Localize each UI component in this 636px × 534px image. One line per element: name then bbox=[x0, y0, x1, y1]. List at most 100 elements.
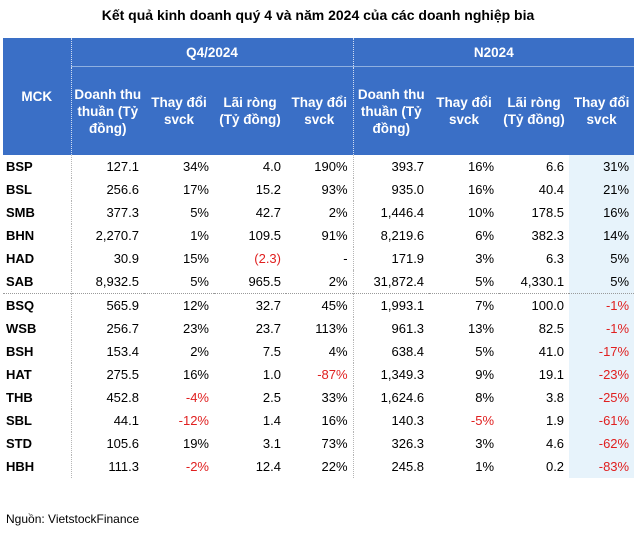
cell-year-revenue-change: 6% bbox=[475, 228, 495, 243]
table-row: SMB 377.3 5% 42.7 2% 1,446.4 10% 178.5 16% bbox=[3, 201, 635, 224]
cell-year-revenue-change: 5% bbox=[475, 344, 495, 359]
cell-q4-profit-change: 22% bbox=[321, 459, 348, 474]
cell-q4-revenue: 452.8 bbox=[70, 386, 144, 409]
cell-q4-revenue: 30.9 bbox=[70, 247, 144, 270]
cell-q4-profit: 4.0 bbox=[262, 159, 281, 174]
header-year-revenue-change: Thay đổi svck bbox=[429, 66, 500, 155]
cell-q4-revenue: 105.6 bbox=[70, 432, 144, 455]
cell-q4-revenue: 377.3 bbox=[70, 201, 144, 224]
cell-q4-profit: 109.5 bbox=[248, 228, 281, 243]
cell-year-revenue: 326.3 bbox=[352, 432, 430, 455]
cell-year-revenue-change: 3% bbox=[475, 436, 495, 451]
table-row: STD 105.6 19% 3.1 73% 326.3 3% 4.6 -62% bbox=[3, 432, 635, 455]
cell-year-profit: 100.0 bbox=[499, 293, 570, 317]
cell-year-revenue: 638.4 bbox=[352, 340, 430, 363]
cell-year-profit: 382.3 bbox=[531, 228, 565, 243]
cell-mck: HAT bbox=[6, 367, 32, 382]
cell-mck: BSP bbox=[6, 159, 33, 174]
cell-year-revenue-change: 3% bbox=[475, 251, 495, 266]
cell-q4-profit-change: 91% bbox=[321, 228, 348, 243]
cell-year-revenue-change: 7% bbox=[429, 293, 500, 317]
cell-q4-profit-change: 33% bbox=[321, 390, 348, 405]
cell-q4-revenue-change: 17% bbox=[182, 182, 209, 197]
cell-year-profit-change: -17% bbox=[569, 340, 635, 363]
cell-year-revenue-change: 9% bbox=[475, 367, 495, 382]
table-row: BHN 2,270.7 1% 109.5 91% 8,219.6 6% 382.3 14% bbox=[3, 224, 635, 247]
cell-year-profit: 178.5 bbox=[531, 205, 565, 220]
cell-q4-profit: 1.0 bbox=[262, 367, 281, 382]
cell-year-revenue-change: 8% bbox=[475, 390, 495, 405]
cell-q4-profit-change: 2% bbox=[328, 274, 348, 289]
cell-q4-profit: 42.7 bbox=[255, 205, 281, 220]
cell-q4-profit: 1.4 bbox=[262, 413, 281, 428]
cell-year-revenue: 140.3 bbox=[352, 409, 430, 432]
cell-year-profit: 82.5 bbox=[538, 321, 565, 336]
cell-q4-revenue: 127.1 bbox=[70, 155, 144, 178]
cell-year-revenue-change: 16% bbox=[468, 159, 495, 174]
header-year-revenue: Doanh thu thuần (Tỷ đồng) bbox=[352, 66, 430, 155]
cell-mck: SMB bbox=[6, 205, 35, 220]
cell-q4-profit-change: 2% bbox=[328, 205, 348, 220]
cell-q4-revenue-change: 2% bbox=[190, 344, 209, 359]
header-q4-revenue-change: Thay đổi svck bbox=[144, 66, 214, 155]
cell-year-profit-change: -1% bbox=[569, 317, 635, 340]
table-row: HAD 30.9 15% (2.3) -171.9 3% 6.3 5% bbox=[3, 247, 635, 270]
cell-q4-revenue: 275.5 bbox=[70, 363, 144, 386]
cell-q4-profit: 965.5 bbox=[248, 274, 281, 289]
cell-year-revenue: 1,446.4 bbox=[352, 201, 430, 224]
cell-mck: SAB bbox=[6, 274, 34, 289]
cell-q4-profit: 23.7 bbox=[255, 321, 281, 336]
cell-year-profit-change: -83% bbox=[569, 455, 635, 478]
cell-year-profit-change: -61% bbox=[569, 409, 635, 432]
cell-mck: HAD bbox=[6, 251, 35, 266]
cell-q4-revenue-change: -4% bbox=[185, 390, 209, 405]
header-year-profit: Lãi ròng (Tỷ đồng) bbox=[499, 66, 570, 155]
cell-q4-revenue: 2,270.7 bbox=[70, 224, 144, 247]
cell-q4-revenue-change: 34% bbox=[182, 159, 209, 174]
cell-year-revenue: 31,872.4 bbox=[352, 270, 430, 294]
cell-year-revenue: 1,993.1 bbox=[352, 293, 430, 317]
cell-q4-revenue: 44.1 bbox=[70, 409, 144, 432]
header-mck: MCK bbox=[3, 38, 72, 155]
header-q4-profit: Lãi ròng (Tỷ đồng) bbox=[214, 66, 286, 155]
table-title: Kết quả kinh doanh quý 4 và năm 2024 của… bbox=[101, 7, 535, 23]
cell-year-profit-change: 5% bbox=[569, 247, 635, 270]
cell-q4-profit-change: 190% bbox=[314, 159, 348, 174]
cell-q4-revenue: 565.9 bbox=[70, 293, 144, 317]
cell-q4-profit: 2.5 bbox=[262, 390, 281, 405]
cell-year-profit: 40.4 bbox=[538, 182, 565, 197]
table-row: SBL 44.1 -12% 1.4 16% 140.3 -5% 1.9 -61% bbox=[3, 409, 635, 432]
cell-year-revenue: 8,219.6 bbox=[352, 224, 430, 247]
table-row: HAT 275.5 16% 1.0 -87% 1,349.3 9% 19.1 -23% bbox=[3, 363, 635, 386]
cell-year-revenue-change: 16% bbox=[468, 182, 495, 197]
cell-q4-revenue-change: 23% bbox=[182, 321, 209, 336]
cell-year-profit-change: -23% bbox=[569, 363, 635, 386]
cell-year-profit: 4,330.1 bbox=[520, 274, 565, 289]
cell-year-revenue: 935.0 bbox=[352, 178, 430, 201]
cell-q4-revenue-change: -2% bbox=[185, 459, 209, 474]
cell-year-revenue-change: 5% bbox=[475, 274, 495, 289]
cell-q4-revenue-change: 1% bbox=[190, 228, 209, 243]
cell-mck: BSH bbox=[6, 344, 34, 359]
table-row: BSL 256.6 17% 15.2 93% 935.0 16% 40.4 21% bbox=[3, 178, 635, 201]
cell-q4-revenue: 256.6 bbox=[70, 178, 144, 201]
cell-year-revenue: 1,349.3 bbox=[352, 363, 430, 386]
cell-year-revenue: 1,624.6 bbox=[352, 386, 430, 409]
table-row: BSH 153.4 2% 7.5 4% 638.4 5% 41.0 -17% bbox=[3, 340, 635, 363]
cell-q4-profit-change: 16% bbox=[321, 413, 348, 428]
results-table: MCK Q4/2024 N2024 Doanh thu thuần (Tỷ đồ… bbox=[3, 38, 635, 478]
cell-year-profit-change: 16% bbox=[569, 201, 635, 224]
cell-mck: SBL bbox=[6, 413, 32, 428]
cell-q4-profit-change: 93% bbox=[321, 182, 348, 197]
cell-q4-profit: 15.2 bbox=[255, 182, 281, 197]
cell-year-profit-change: 14% bbox=[569, 224, 635, 247]
cell-q4-revenue-change: 5% bbox=[190, 274, 209, 289]
cell-year-profit: 1.9 bbox=[545, 413, 565, 428]
cell-year-revenue-change: 13% bbox=[468, 321, 495, 336]
header-year-profit-change: Thay đổi svck bbox=[569, 66, 635, 155]
cell-year-profit-change: 21% bbox=[569, 178, 635, 201]
header-group-year: N2024 bbox=[352, 38, 635, 67]
cell-q4-profit-change: 113% bbox=[315, 321, 348, 336]
cell-q4-revenue: 8,932.5 bbox=[70, 270, 144, 294]
cell-year-revenue: 171.9 bbox=[352, 247, 430, 270]
